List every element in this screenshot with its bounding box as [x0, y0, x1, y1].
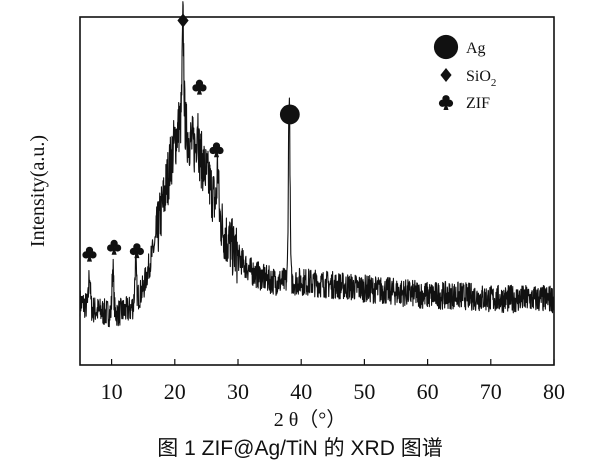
peak-marker-diamond-3	[177, 13, 189, 28]
figure-caption: 图 1 ZIF@Ag/TiN 的 XRD 图谱	[157, 437, 443, 460]
x-tick-label-60: 60	[417, 379, 439, 404]
legend-label-2: ZIF	[466, 95, 490, 112]
x-tick-label-70: 70	[480, 379, 502, 404]
xrd-series	[79, 1, 555, 328]
x-axis-title: 2 θ（°）	[274, 408, 347, 430]
plot-frame	[79, 16, 555, 366]
x-ticks: 10 20 30 40 50 60 70 80	[101, 359, 565, 404]
xrd-trace	[79, 1, 555, 328]
legend-club-icon	[438, 95, 454, 111]
peak-marker-club-1	[107, 239, 122, 255]
x-tick-label-10: 10	[101, 379, 123, 404]
legend-label-0: Ag	[466, 40, 486, 57]
x-tick-label-20: 20	[164, 379, 186, 404]
legend-circle-icon	[433, 34, 459, 60]
x-tick-label-50: 50	[353, 379, 375, 404]
x-tick-label-40: 40	[290, 379, 312, 404]
peak-marker-club-5	[209, 142, 224, 158]
peak-markers	[82, 13, 300, 262]
legend: Ag SiO2 ZIF	[433, 34, 496, 112]
peak-marker-circle-6	[279, 104, 300, 125]
x-tick-label-30: 30	[227, 379, 249, 404]
xrd-chart: 10 20 30 40 50 60 70 80 Ag SiO2 ZIF Intensity(a.u…	[27, 1, 565, 430]
x-tick-label-80: 80	[543, 379, 565, 404]
peak-marker-club-4	[192, 79, 207, 95]
y-axis-title: Intensity(a.u.)	[27, 135, 49, 247]
legend-label-1: SiO2	[466, 68, 496, 89]
peak-marker-club-0	[82, 246, 97, 262]
peak-marker-club-2	[129, 243, 144, 259]
legend-diamond-icon	[440, 68, 452, 82]
